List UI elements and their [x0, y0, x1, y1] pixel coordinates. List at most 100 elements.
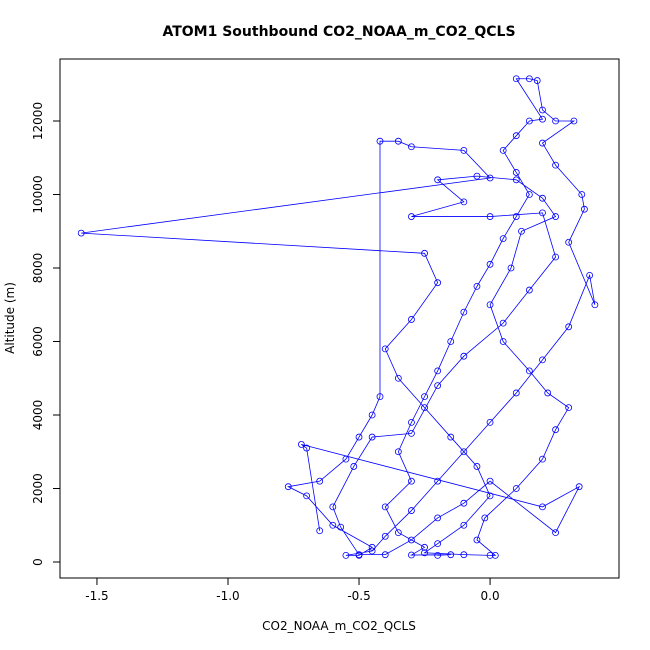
data-point — [591, 301, 599, 309]
x-tick-label: -1.0 — [216, 589, 239, 603]
data-point — [368, 543, 376, 551]
data-point — [77, 229, 85, 237]
data-point — [512, 169, 520, 176]
data-point — [539, 455, 546, 463]
y-tick-label: 8000 — [31, 253, 45, 284]
data-point — [533, 77, 541, 84]
data-point — [486, 174, 494, 182]
data-point — [552, 426, 559, 434]
data-point — [570, 117, 578, 125]
data-point — [525, 191, 533, 198]
data-point — [552, 161, 559, 169]
data-point — [525, 367, 533, 375]
y-tick-label: 12000 — [31, 102, 45, 140]
plot-frame — [59, 58, 620, 579]
data-point — [355, 433, 363, 441]
data-point — [473, 536, 481, 544]
data-point — [368, 547, 376, 555]
data-point — [329, 521, 337, 529]
data-point — [460, 147, 468, 154]
data-point — [381, 503, 389, 511]
data-point — [525, 75, 533, 83]
data-point — [381, 345, 389, 353]
y-tick-label: 6000 — [31, 326, 45, 357]
data-point — [460, 551, 468, 559]
data-point — [316, 527, 324, 535]
data-point — [539, 356, 546, 364]
data-point — [539, 106, 546, 114]
data-point — [539, 209, 546, 217]
data-line — [81, 78, 596, 556]
data-point — [473, 172, 481, 180]
data-point — [376, 137, 384, 145]
data-point — [486, 551, 494, 559]
data-point — [434, 176, 442, 184]
x-tick-label: -1.5 — [85, 589, 108, 603]
data-point — [342, 455, 350, 463]
data-point — [499, 338, 507, 345]
data-point — [408, 316, 415, 323]
y-tick-label: 0 — [31, 558, 45, 566]
data-point — [421, 549, 428, 557]
data-point — [408, 429, 415, 437]
x-tick-label: 0.0 — [481, 589, 500, 603]
data-point — [297, 441, 305, 448]
y-tick-label: 2000 — [31, 473, 45, 504]
data-point — [368, 433, 376, 441]
data-point — [525, 117, 533, 125]
data-point — [544, 389, 552, 397]
data-point — [581, 205, 588, 213]
data-point — [434, 540, 442, 548]
data-point — [578, 191, 586, 198]
data-point — [460, 448, 468, 456]
data-point — [376, 393, 384, 401]
data-point — [512, 176, 520, 184]
data-point — [316, 477, 324, 485]
data-point — [486, 260, 494, 268]
data-point — [486, 477, 494, 485]
data-point — [539, 139, 546, 147]
data-point — [408, 418, 415, 426]
data-point — [518, 227, 525, 235]
data-point — [368, 411, 376, 419]
data-point — [486, 301, 494, 309]
data-point — [394, 374, 402, 382]
data-point — [552, 213, 559, 220]
data-point — [394, 448, 402, 456]
data-point — [539, 115, 546, 123]
data-point — [337, 523, 345, 531]
data-point — [421, 543, 428, 551]
data-point — [303, 444, 311, 452]
data-point — [507, 264, 515, 272]
data-point — [447, 338, 455, 345]
y-tick-label: 10000 — [31, 175, 45, 213]
data-point — [381, 532, 389, 540]
data-point — [565, 404, 573, 412]
data-point — [460, 352, 468, 360]
data-point — [499, 319, 507, 327]
data-point — [586, 271, 594, 279]
data-point — [447, 551, 455, 559]
data-point — [421, 404, 428, 412]
data-point — [408, 477, 415, 485]
data-point — [394, 137, 402, 145]
data-point — [460, 308, 468, 316]
data-point — [421, 249, 428, 257]
data-point — [512, 389, 520, 397]
data-point — [565, 323, 573, 331]
data-point — [575, 483, 583, 491]
data-point — [491, 551, 499, 559]
data-point — [486, 213, 494, 220]
data-point — [539, 194, 546, 202]
data-point — [512, 132, 520, 140]
y-tick-label: 4000 — [31, 400, 45, 431]
data-point — [512, 485, 520, 492]
data-point — [303, 492, 311, 500]
data-point — [539, 503, 546, 511]
data-point — [552, 117, 559, 125]
data-point — [434, 382, 442, 390]
data-point — [355, 551, 363, 559]
data-point — [434, 279, 442, 287]
chart-title: ATOM1 Southbound CO2_NOAA_m_CO2_QCLS — [162, 24, 515, 40]
data-point — [473, 282, 481, 290]
